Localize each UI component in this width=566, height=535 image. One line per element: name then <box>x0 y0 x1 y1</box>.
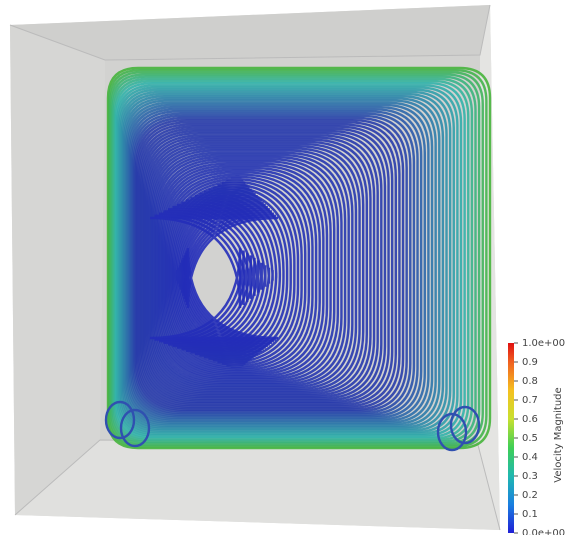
streamline <box>142 134 379 400</box>
streamline <box>113 79 470 440</box>
streamline <box>149 147 358 391</box>
streamline <box>145 138 372 397</box>
streamline <box>136 123 397 408</box>
legend-tick-label: 0.3 <box>522 471 538 482</box>
legend-tick-label: 0.6 <box>522 414 538 425</box>
streamline <box>148 145 361 392</box>
streamline <box>133 116 408 413</box>
streamline <box>112 77 474 442</box>
streamline <box>157 162 332 380</box>
streamline <box>158 212 274 343</box>
streamline <box>118 88 455 434</box>
streamlines <box>104 66 492 452</box>
streamline <box>161 168 321 375</box>
streamline <box>154 155 343 384</box>
streamline <box>154 214 276 341</box>
streamline <box>146 140 369 395</box>
streamline <box>116 84 463 437</box>
streamline <box>128 108 423 419</box>
streamline <box>123 97 441 427</box>
streamline <box>143 136 376 399</box>
streamline <box>153 153 347 386</box>
legend-tick-label: 0.4 <box>522 452 538 463</box>
streamline <box>149 216 279 340</box>
streamline-loop <box>436 412 468 452</box>
streamline <box>111 75 477 443</box>
streamline <box>131 112 416 416</box>
streamline <box>138 125 394 407</box>
streamline-loop <box>104 400 136 440</box>
streamline <box>126 103 430 423</box>
streamline-loop <box>119 408 151 448</box>
legend-title: Velocity Magnitude <box>553 387 564 482</box>
streamline <box>110 73 481 445</box>
color-legend: Velocity Magnitude 1.0e+00 0.9 0.8 0.7 0.6 0.… <box>508 338 565 535</box>
streamline <box>141 132 383 402</box>
streamline <box>117 86 459 435</box>
legend-tick-label: 0.5 <box>522 433 538 444</box>
streamline <box>127 105 426 421</box>
streamline <box>150 149 354 389</box>
streamline <box>129 110 419 418</box>
streamline <box>158 164 329 378</box>
streamline <box>175 195 278 356</box>
legend-tick-label: 0.8 <box>522 376 538 387</box>
streamline <box>134 118 405 411</box>
streamline <box>140 129 387 403</box>
streamline <box>147 142 365 394</box>
streamline <box>167 179 303 367</box>
streamline <box>107 68 488 448</box>
streamline <box>155 158 340 383</box>
streamline <box>114 82 466 439</box>
streamline <box>124 99 437 426</box>
streamline <box>125 101 434 424</box>
streamline <box>109 71 484 447</box>
legend-tick-label: 1.0e+00 <box>522 338 565 349</box>
streamline <box>152 151 350 388</box>
streamline <box>160 166 325 376</box>
legend-tick-label: 0.7 <box>522 395 538 406</box>
streamline <box>171 188 289 360</box>
legend-tick-label: 0.9 <box>522 357 538 368</box>
streamline <box>135 121 401 410</box>
legend-tick-label: 0.2 <box>522 490 538 501</box>
streamline <box>121 95 445 429</box>
streamline <box>119 90 452 432</box>
streamline <box>132 114 412 415</box>
streamline-loop <box>449 405 481 445</box>
streamline <box>120 92 448 431</box>
color-bar <box>508 343 514 533</box>
legend-tick-label: 0.1 <box>522 509 538 520</box>
streamline <box>176 197 274 354</box>
streamline <box>139 127 390 405</box>
streamline <box>156 160 336 381</box>
streamline <box>170 186 292 362</box>
legend-tick-label: 0.0e+00 <box>522 528 565 535</box>
